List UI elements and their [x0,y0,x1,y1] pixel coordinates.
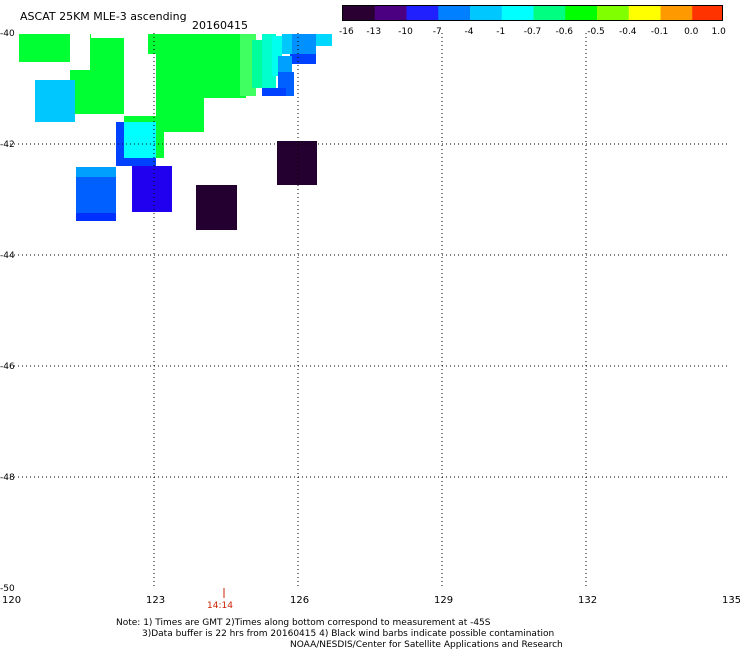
colorbar-swatch [692,6,722,20]
data-tile [278,56,292,72]
data-tile [196,185,237,230]
colorbar-tick-label: -0.5 [587,27,605,37]
data-tile [290,54,316,64]
map-title: ASCAT 25KM MLE-3 ascending [20,10,187,23]
lat-tick-label: -44 [0,251,15,261]
data-tile [277,141,317,185]
colorbar-tick-label: -4 [464,27,474,37]
note-line-2: 3)Data buffer is 22 hrs from 20160415 4)… [142,629,555,639]
lat-tick-label: -46 [0,362,15,372]
colorbar-tick-label: -13 [366,27,382,37]
data-tile [76,167,116,177]
lat-tick-label: -40 [0,29,15,39]
data-tile [316,34,332,46]
note-line-1: Note: 1) Times are GMT 2)Times along bot… [116,618,491,628]
colorbar-swatch [533,6,566,20]
lon-tick-label: 120 [2,595,21,606]
colorbar-tick-label: -10 [398,27,413,37]
no-data-gap [124,34,148,116]
colorbar-labels: -16 -13 -10 -7 -4 -1 -0.7 -0.6 -0.5 -0.4 -0.1 0.0 1.… [330,27,740,39]
lon-tick-label: 132 [578,595,597,606]
data-tile [292,34,316,54]
lon-tick-label: 123 [146,595,165,606]
map-date: 20160415 [192,19,248,32]
data-tile [116,122,124,166]
no-data-gap [91,34,124,38]
colorbar-tick-label: -0.7 [523,27,542,37]
colorbar-swatch [374,6,407,20]
time-marker: 14:14 [207,601,233,611]
data-tile [124,122,156,158]
data-tile [132,166,172,212]
colorbar-swatch [501,6,534,20]
colorbar-swatch [597,6,630,20]
colorbar-swatch [406,6,439,20]
data-tile [252,40,264,88]
colorbar-tick-label: 0.0 [684,27,699,37]
data-tile [35,80,75,122]
data-tile [282,34,292,54]
colorbar-tick-label: -1 [496,27,506,37]
lon-tick-label: 135 [722,595,740,606]
note-line-3: NOAA/NESDIS/Center for Satellite Applica… [290,640,563,650]
colorbar-tick-label: -0.6 [555,27,574,37]
colorbar-tick-label: 1.0 [711,27,726,37]
lat-tick-label: -42 [0,140,15,150]
colorbar [342,5,723,21]
colorbar-tick-label: -0.1 [650,27,669,37]
lat-tick-label: -50 [0,584,15,594]
colorbar-swatch [438,6,471,20]
colorbar-tick-label: -16 [339,27,354,37]
lat-tick-label: -48 [0,473,15,483]
data-tile [262,88,286,96]
colorbar-swatch [470,6,503,20]
colorbar-tick-label: -0.4 [618,27,637,37]
lon-tick-label: 126 [290,595,309,606]
colorbar-swatch [660,6,693,20]
lon-tick-label: 129 [434,595,453,606]
no-data-gap [70,34,90,70]
colorbar-tick-label: -7 [432,27,442,37]
colorbar-swatch [343,6,376,20]
data-tile [76,177,116,213]
data-tile [76,213,116,221]
data-tile [116,158,156,166]
colorbar-swatch [565,6,598,20]
data-tile [272,36,282,76]
colorbar-swatch [628,6,661,20]
